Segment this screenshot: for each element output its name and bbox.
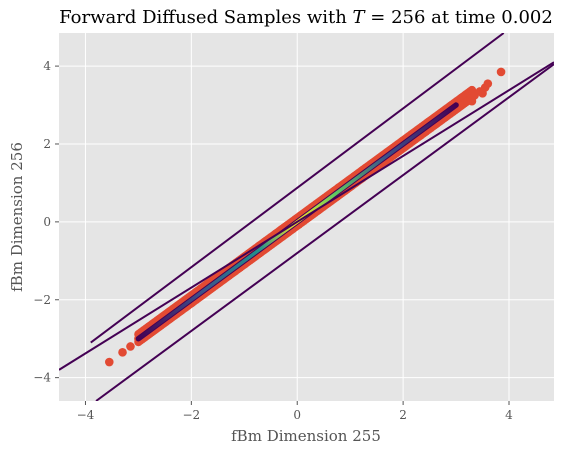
title-prefix: Forward Diffused Samples with [59, 7, 352, 28]
x-axis-label: fBm Dimension 255 [231, 427, 381, 445]
y-tick-label: −2 [33, 293, 51, 307]
scatter-outlier [118, 348, 127, 357]
scatter-outlier [496, 67, 506, 77]
contour-line-lower [95, 63, 554, 401]
data-layer [59, 33, 554, 401]
y-tick-label: 2 [43, 137, 51, 151]
contour-line-upper [90, 33, 505, 344]
x-tick-label: −2 [183, 408, 201, 422]
y-tick-label: −4 [33, 371, 51, 385]
x-tick-label: −4 [77, 408, 95, 422]
scatter-outlier [126, 342, 135, 351]
x-tick-label: 0 [293, 408, 301, 422]
x-tick-label: 2 [399, 408, 407, 422]
chart-title: Forward Diffused Samples with T = 256 at… [59, 7, 553, 28]
y-axis-label: fBm Dimension 256 [8, 142, 26, 292]
x-tick-label: 4 [505, 408, 513, 422]
scatter-outlier [104, 357, 114, 367]
axes: −4 −2 0 2 4 −4 −2 0 2 4 [33, 59, 513, 422]
title-suffix: = 256 at time 0.002 [365, 7, 553, 28]
contour-line-outer [59, 61, 554, 371]
title-variable: T [353, 7, 367, 28]
y-tick-label: 4 [43, 59, 51, 73]
scatter-outlier [483, 79, 493, 88]
y-tick-label: 0 [43, 215, 51, 229]
